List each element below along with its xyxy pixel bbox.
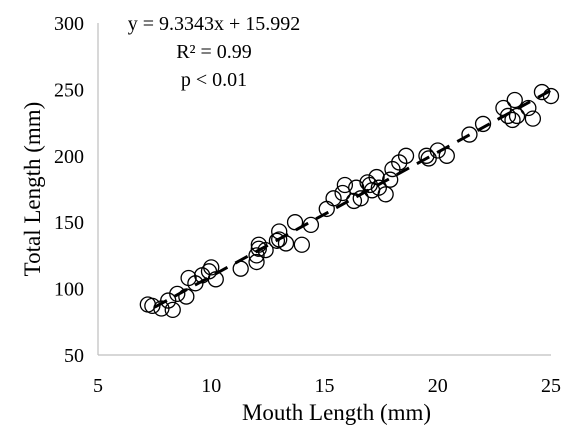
data-point [384,160,401,178]
data-point [248,247,265,264]
data-point [542,87,560,105]
data-point [352,190,369,207]
data-point [164,301,181,318]
data-point [429,142,446,159]
y-tick-label: 150 [54,212,84,234]
x-tick-label: 5 [93,375,103,397]
x-tick-label: 15 [315,375,335,397]
data-point [248,253,265,271]
data-point [370,179,388,196]
x-axis-label: Mouth Length (mm) [242,400,431,425]
data-point [499,107,517,125]
data-point [418,147,435,164]
x-tick-label: 25 [541,375,561,397]
data-point [508,107,526,125]
data-point [474,115,492,133]
data-point [250,240,267,257]
data-point [377,186,394,203]
x-tick-label: 20 [428,375,448,397]
r-squared-label: R² = 0.99 [176,41,252,63]
y-tick-label: 200 [54,146,84,168]
data-point [207,271,224,288]
x-tick-label: 10 [201,375,221,397]
y-tick-label: 50 [64,345,84,367]
trendline [153,88,552,309]
data-point [180,269,197,287]
data-point [397,147,415,164]
data-points [139,83,560,318]
y-axis-label: Total Length (mm) [20,102,45,277]
y-tick-labels: 50 100 150 200 250 300 [54,13,84,367]
data-point [203,259,220,276]
data-point [336,176,354,194]
y-tick-label: 100 [54,279,84,301]
x-tick-labels: 5 10 15 20 25 [93,375,561,397]
data-point [382,171,399,188]
data-point [268,232,286,249]
data-point [160,292,177,309]
data-point [293,236,311,253]
data-point [325,190,342,207]
y-tick-label: 250 [54,79,84,101]
data-point [524,110,542,127]
data-point [232,260,249,277]
data-point [391,154,408,171]
data-point [461,126,478,143]
p-value-label: p < 0.01 [181,69,247,91]
data-point [169,285,186,303]
data-point [506,91,523,109]
data-point [286,214,304,231]
y-tick-label: 300 [54,13,84,35]
data-point [504,111,521,129]
regression-equation: y = 9.3343x + 15.992 [128,13,301,35]
